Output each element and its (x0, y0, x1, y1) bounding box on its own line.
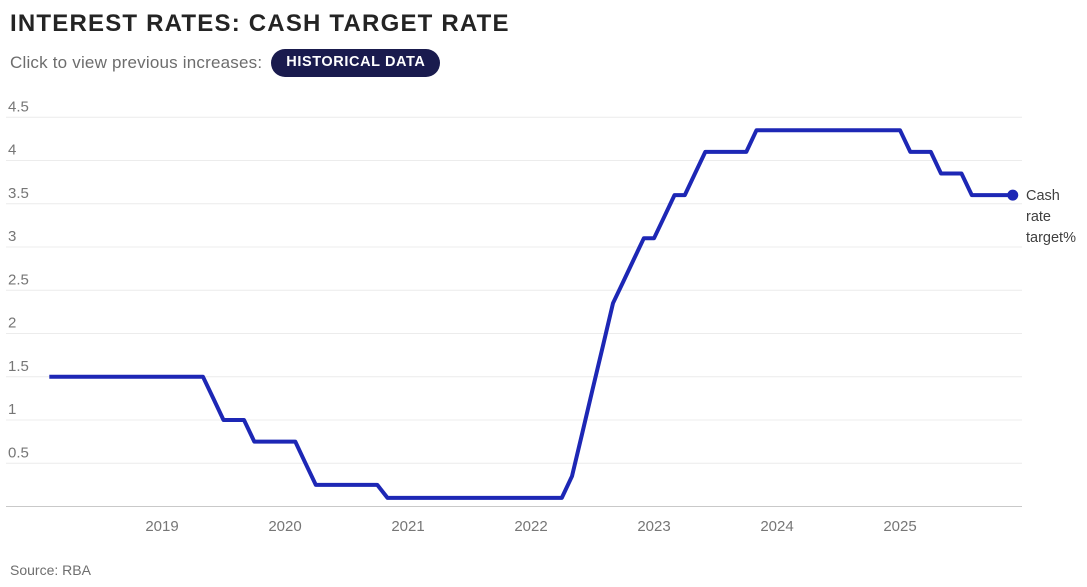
y-tick-label: 0.5 (8, 444, 29, 461)
subtitle-text: Click to view previous increases: (10, 53, 263, 72)
source-note: Source: RBA (10, 562, 91, 578)
y-tick-label: 1.5 (8, 358, 29, 375)
gridlines (6, 116, 1022, 507)
cash-rate-line (49, 128, 1013, 500)
y-tick-label: 2.5 (8, 271, 29, 288)
y-axis-labels: 0.5 1 1.5 2 2.5 3 3.5 4 4.5 (8, 98, 29, 461)
y-tick-label: 1 (8, 401, 16, 418)
x-tick-label: 2022 (514, 518, 547, 535)
x-tick-label: 2024 (760, 518, 793, 535)
line-end-dot (1007, 189, 1019, 201)
y-tick-label: 3.5 (8, 185, 29, 202)
series-label: Cash rate target% (1026, 188, 1076, 246)
x-tick-label: 2019 (145, 518, 178, 535)
subtitle-row: Click to view previous increases: HISTOR… (10, 48, 441, 78)
y-tick-label: 4 (8, 142, 16, 159)
x-tick-label: 2020 (268, 518, 301, 535)
x-tick-label: 2025 (883, 518, 916, 535)
y-tick-label: 2 (8, 315, 16, 332)
x-tick-label: 2021 (391, 518, 424, 535)
x-tick-label: 2023 (637, 518, 670, 535)
page-title: INTEREST RATES: CASH TARGET RATE (10, 10, 510, 37)
y-tick-label: 3 (8, 228, 16, 245)
x-axis-labels: 2019 2020 2021 2022 2023 2024 2025 (145, 518, 916, 535)
historical-data-button[interactable]: HISTORICAL DATA (271, 49, 441, 77)
y-tick-label: 4.5 (8, 98, 29, 115)
